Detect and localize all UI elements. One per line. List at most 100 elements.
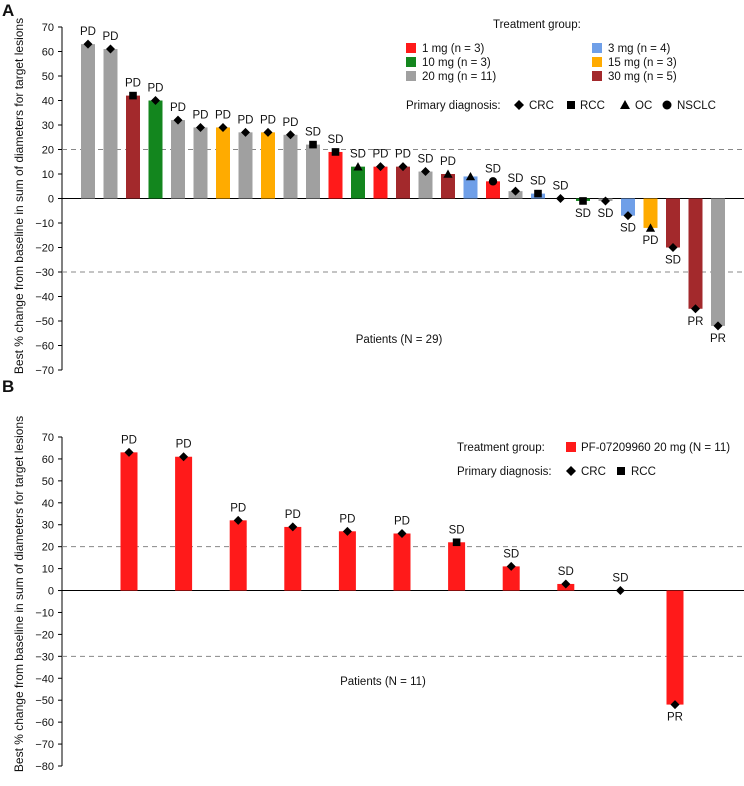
legend-diagnosis-rcc-label: RCC: [580, 100, 605, 112]
diamond-marker-icon: [623, 211, 633, 221]
bar: [175, 456, 193, 591]
bar-item: PR: [688, 198, 703, 328]
response-label: PD: [285, 509, 301, 521]
diamond-marker-icon: [398, 162, 408, 172]
bar-item: PD: [643, 198, 658, 247]
panel-b: B Best % change from baseline in sum of …: [2, 377, 744, 773]
bar-item: PD: [120, 434, 138, 591]
legend-swatch-10mg: [406, 57, 416, 67]
bar-item: PD: [393, 516, 411, 591]
y-tick-label: 70: [42, 432, 54, 444]
legend-swatch-30mg: [592, 71, 602, 81]
bar-item: SD: [665, 198, 681, 267]
response-label: SD: [305, 127, 321, 139]
bar-item: PD: [103, 31, 119, 199]
triangle-marker-icon: [353, 162, 363, 171]
bar-item: PD: [229, 502, 247, 591]
bar-item: SD: [598, 196, 613, 220]
square-marker-icon: [309, 140, 317, 149]
bar-item: PD: [260, 114, 276, 199]
bar-item: SD: [305, 127, 321, 199]
response-label: SD: [328, 134, 344, 146]
response-label: PD: [103, 31, 119, 43]
response-label: SD: [558, 566, 574, 578]
bar-item: SD: [612, 573, 628, 596]
y-tick-label: 30: [42, 520, 54, 532]
bar-item: PD: [215, 109, 231, 199]
legend-diagnosis-crc-label: CRC: [581, 466, 606, 478]
bar-item: PD: [373, 149, 388, 199]
diamond-marker-icon: [670, 700, 680, 710]
bar-item: PD: [125, 78, 141, 199]
panel-b-y-axis: 70 60 50 40 30 20 10 0 −10 −20 −30 −40 −50 −60 −70 −80: [35, 432, 744, 773]
bar: [486, 181, 500, 199]
diamond-marker-icon: [196, 122, 205, 132]
y-tick-label: −50: [35, 316, 54, 328]
diamond-marker-icon: [713, 321, 723, 331]
y-tick-label: 40: [42, 498, 54, 510]
bar: [81, 44, 95, 199]
response-label: SD: [503, 548, 519, 560]
response-label: PD: [230, 502, 246, 514]
bar-item: PD: [440, 156, 456, 199]
legend-diagnosis-rcc-label: RCC: [631, 466, 656, 478]
panel-b-legend: Treatment group: PF-07209960 20 mg (N = …: [457, 442, 730, 478]
legend-label-30mg: 30 mg (n = 5): [608, 71, 677, 83]
bar: [448, 542, 466, 591]
diamond-marker-icon: [601, 196, 610, 206]
y-tick-label: −30: [35, 267, 54, 279]
legend-item-15mg: 15 mg (n = 3): [592, 57, 677, 69]
y-tick-label: −10: [35, 218, 54, 230]
diamond-marker-icon: [561, 579, 571, 589]
bar-item: PD: [395, 149, 411, 199]
triangle-marker-icon: [443, 169, 453, 178]
response-label: SD: [620, 223, 636, 235]
bar: [216, 127, 230, 199]
bar: [396, 166, 410, 199]
legend-label-20mg: 20 mg (n = 11): [422, 71, 496, 83]
bar: [441, 174, 455, 199]
bar-item: SD: [485, 163, 501, 199]
bar-item: SD: [328, 134, 344, 199]
panel-b-patients-annotation: Patients (N = 11): [340, 676, 426, 688]
bar: [193, 127, 208, 199]
response-label: PD: [125, 78, 141, 90]
panel-a-patients-annotation: Patients (N = 29): [356, 334, 443, 346]
y-tick-label: −20: [35, 243, 54, 255]
bar-item: [463, 171, 478, 199]
bar: [373, 166, 388, 199]
y-tick-label: 0: [48, 194, 54, 206]
diamond-marker-icon: [342, 526, 352, 536]
bar: [666, 590, 684, 705]
y-tick-label: −70: [35, 739, 54, 751]
response-label: SD: [665, 255, 681, 267]
response-label: SD: [575, 208, 591, 220]
square-marker-icon: [331, 148, 340, 156]
response-label: PD: [283, 117, 299, 129]
bar: [284, 526, 302, 591]
legend-item-3mg: 3 mg (n = 4): [592, 43, 670, 55]
response-label: SD: [508, 173, 524, 185]
square-marker-icon: [129, 91, 137, 100]
legend-diagnosis-crc: CRC: [514, 100, 554, 112]
bar-item: SD: [553, 181, 568, 203]
y-tick-label: 40: [42, 96, 54, 108]
bar: [238, 132, 253, 199]
response-label: PD: [170, 102, 186, 114]
legend-diagnosis-nsclc: NSCLC: [662, 100, 716, 112]
response-label: SD: [418, 154, 434, 166]
legend-label-10mg: 10 mg (n = 3): [422, 57, 491, 69]
bar-item: PD: [148, 83, 163, 199]
panel-a-bars: PD PD PD PD PD PD PD PD PD PD SD SD SD PD PD SD PD SD SD SD…: [80, 26, 726, 345]
diamond-marker-icon: [233, 515, 243, 525]
bar-item: PD: [283, 117, 299, 199]
panel-b-label: B: [2, 377, 14, 396]
response-label: PD: [260, 114, 276, 126]
diamond-marker-icon: [83, 39, 93, 49]
panel-a-label: A: [2, 1, 14, 20]
legend-item-20mg: 20 mg (n = 11): [406, 71, 496, 83]
diamond-marker-icon: [241, 127, 250, 137]
panel-a-y-axis: 70 60 50 40 30 20 10 0 −10 −20 −30 −40 −50 −60 −70: [35, 22, 744, 377]
legend-label-3mg: 3 mg (n = 4): [608, 43, 670, 55]
